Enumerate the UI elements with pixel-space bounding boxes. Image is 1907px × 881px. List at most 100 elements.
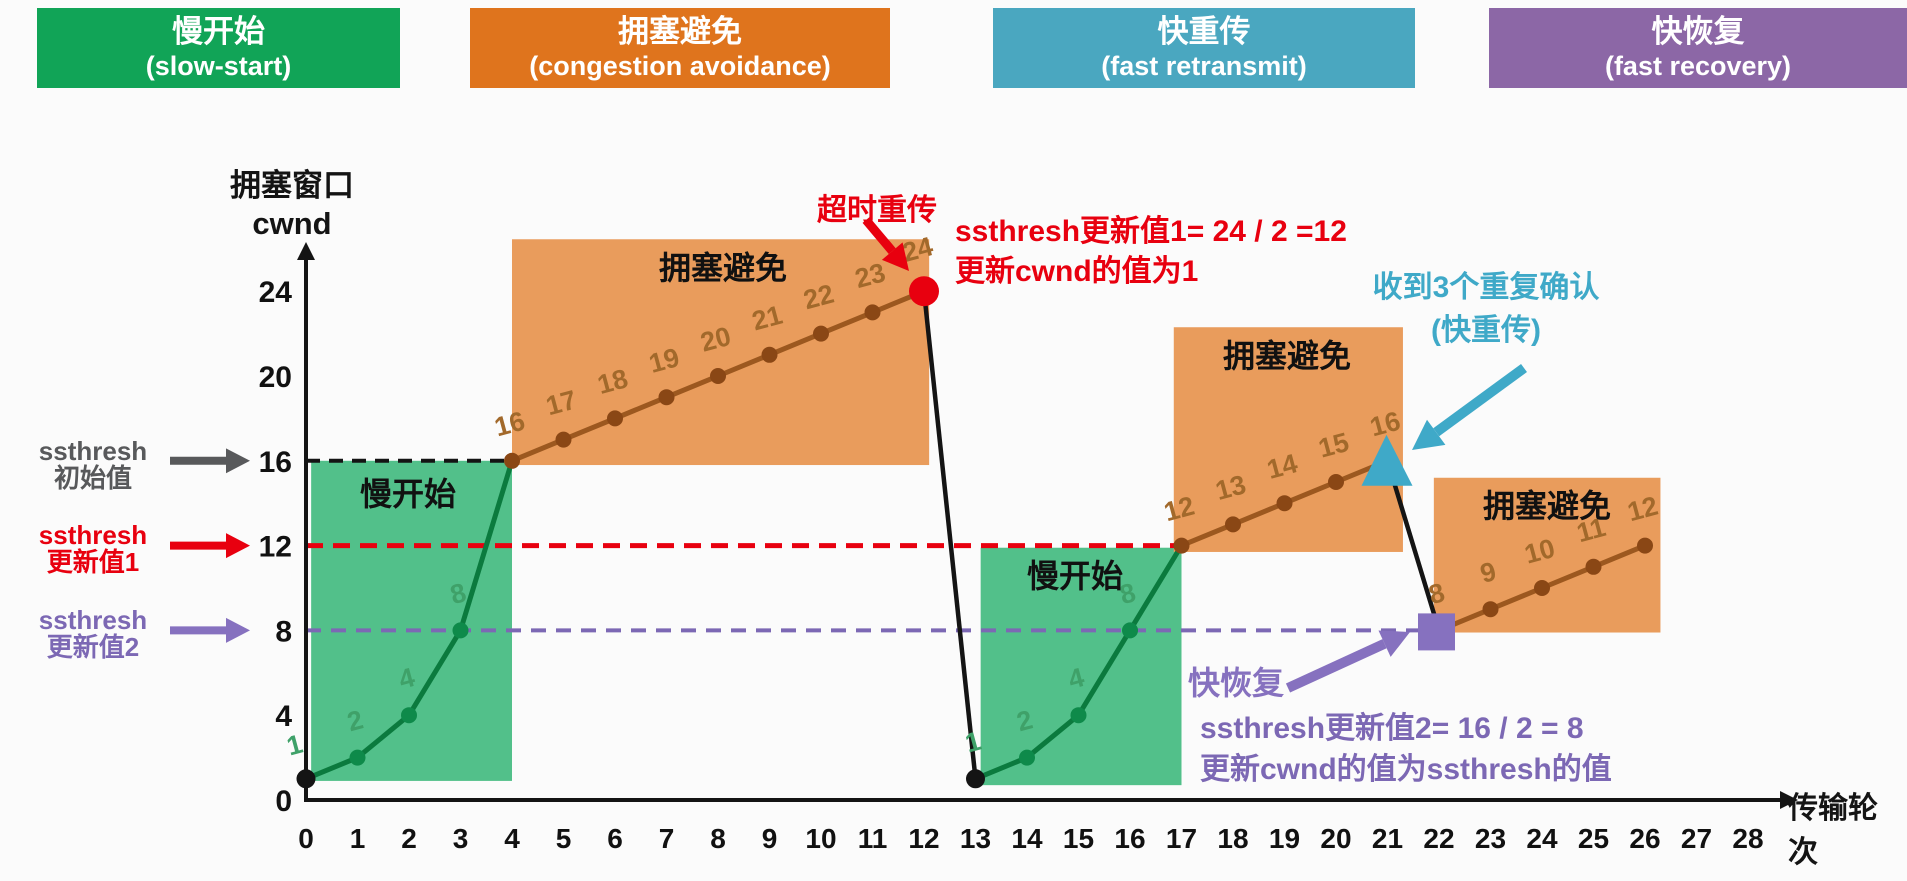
x-tick-label-19: 19 (1269, 823, 1300, 854)
ssthresh-arrow-0-head (226, 448, 250, 474)
point-dot-11-23 (864, 304, 881, 321)
x-tick-label-6: 6 (607, 823, 623, 854)
x-tick-label-21: 21 (1372, 823, 1403, 854)
point-label-2-4: 4 (396, 662, 418, 695)
phase-header-title: 快恢复 (1651, 14, 1745, 50)
x-tick-label-1: 1 (350, 823, 366, 854)
point-dot-14-2 (1019, 749, 1035, 766)
point-dot-9-21 (761, 346, 778, 363)
region-label-congestion-avoidance-3: 拥塞避免 (1482, 488, 1612, 524)
region-label-slow-start-2: 慢开始 (1026, 558, 1124, 594)
x-tick-label-17: 17 (1166, 823, 1197, 854)
y-tick-label-12: 12 (259, 531, 292, 564)
point-dot-1-2 (349, 749, 366, 766)
point-dot-4-16 (504, 452, 520, 469)
y-tick-label-20: 20 (259, 361, 292, 394)
phase-header-title: 拥塞避免 (618, 14, 742, 50)
duplicate-ack-annotation-line1: 收到3个重复确认 (1372, 271, 1600, 304)
x-axis-title: 传输轮次 (1788, 792, 1878, 869)
x-tick-label-27: 27 (1681, 823, 1712, 854)
phase-header-subtitle: (fast retransmit) (1101, 51, 1307, 82)
ssthresh-update1-annotation-line1: ssthresh更新值1= 24 / 2 =12 (955, 215, 1347, 248)
y-tick-label-0: 0 (275, 785, 292, 818)
ssthresh-update1-label-line1: ssthresh (38, 520, 148, 550)
phase-header-title: 快重传 (1157, 14, 1251, 50)
x-tick-label-7: 7 (659, 823, 675, 854)
region-label-congestion-avoidance-2: 拥塞避免 (1222, 338, 1352, 374)
point-dot-3-8 (452, 622, 469, 639)
phase-header-congestion-avoidance: 拥塞避免 (congestion avoidance) (470, 8, 890, 88)
x-tick-label-3: 3 (453, 823, 469, 854)
point-dot-17-12 (1173, 537, 1190, 554)
x-tick-label-15: 15 (1063, 823, 1094, 854)
ssthresh-update2-annotation: ssthresh更新值2= 16 / 2 = 8 更新cwnd的值为ssthre… (1200, 708, 1612, 790)
point-label-23-9: 9 (1477, 556, 1499, 589)
timeout-arrow-head (881, 242, 909, 271)
point-dot-19-14 (1276, 495, 1293, 512)
fast-recovery-arrow-head (1378, 630, 1410, 657)
point-label-13-1: 1 (962, 726, 984, 759)
point-label-16-8: 8 (1117, 577, 1139, 610)
y-axis-title: 拥塞窗口 cwnd (202, 167, 382, 243)
region-congestion-avoidance-3 (1173, 327, 1403, 552)
ssthresh-update2-label-line1: ssthresh (38, 605, 148, 635)
point-dot-15-4 (1070, 707, 1087, 724)
ssthresh-update1-annotation: ssthresh更新值1= 24 / 2 =12 更新cwnd的值为1 (955, 212, 1347, 292)
point-label-0-1: 1 (284, 729, 306, 762)
point-label-14-2: 2 (1014, 704, 1036, 737)
x-tick-label-23: 23 (1475, 823, 1506, 854)
point-label-17-12: 12 (1161, 491, 1198, 528)
y-tick-label-16: 16 (259, 446, 292, 479)
region-congestion-avoidance-1 (512, 239, 930, 466)
ssthresh-initial-label-line2: 初始值 (53, 463, 132, 493)
y-axis-title-line1: 拥塞窗口 (230, 168, 354, 203)
point-label-21-16: 16 (1367, 406, 1404, 443)
point-dot-25-11 (1585, 558, 1602, 575)
point-dot-10-22 (813, 325, 829, 342)
ssthresh-update2-annotation-line1: ssthresh更新值2= 16 / 2 = 8 (1200, 712, 1584, 745)
ssthresh-update1-label: ssthresh 更新值1 (18, 522, 168, 576)
region-slow-start-0 (311, 460, 512, 781)
point-label-3-8: 8 (447, 577, 469, 610)
x-tick-label-9: 9 (762, 823, 778, 854)
ssthresh-update2-label: ssthresh 更新值2 (18, 607, 168, 661)
series-timeout-drop (921, 290, 978, 780)
ssthresh-initial-label-line1: ssthresh (38, 436, 148, 466)
ssthresh-arrow-2-head (226, 617, 250, 643)
phase-header-slow-start: 慢开始 (slow-start) (37, 8, 400, 88)
ssthresh-initial-label: ssthresh 初始值 (18, 438, 168, 492)
point-label-5-17: 17 (543, 385, 580, 422)
x-tick-label-0: 0 (298, 823, 314, 854)
phase-header-fast-recovery: 快恢复 (fast recovery) (1489, 8, 1907, 88)
x-tick-label-22: 22 (1423, 823, 1454, 854)
x-tick-label-16: 16 (1114, 823, 1145, 854)
ssthresh-update1-label-line2: 更新值1 (46, 547, 140, 577)
x-tick-label-8: 8 (710, 823, 726, 854)
duplicate-ack-arrow (1433, 363, 1527, 437)
x-tick-label-18: 18 (1217, 823, 1248, 854)
ssthresh-update2-annotation-line2: 更新cwnd的值为ssthresh的值 (1200, 753, 1612, 786)
x-tick-label-26: 26 (1629, 823, 1660, 854)
x-tick-label-14: 14 (1011, 823, 1043, 854)
point-dot-13-1 (966, 769, 985, 789)
series-fast-recovery-drop (1385, 460, 1442, 632)
ssthresh-arrow-1-head (226, 533, 250, 559)
phase-header-fast-retransmit: 快重传 (fast retransmit) (993, 8, 1415, 88)
ssthresh-update2-label-line2: 更新值2 (46, 632, 140, 662)
region-slow-start-2 (980, 547, 1182, 786)
ssthresh-update1-annotation-line2: 更新cwnd的值为1 (955, 255, 1199, 288)
x-tick-label-11: 11 (858, 823, 888, 854)
x-tick-label-28: 28 (1732, 823, 1763, 854)
y-axis-arrowhead (297, 242, 315, 260)
y-tick-label-8: 8 (275, 615, 292, 648)
region-label-slow-start-1: 慢开始 (359, 476, 457, 512)
point-label-15-4: 4 (1065, 662, 1087, 695)
timeout-marker-dot (909, 276, 939, 307)
y-tick-label-4: 4 (275, 700, 292, 733)
duplicate-ack-annotation-line2: (快重传) (1431, 314, 1541, 347)
timeout-arrow (862, 217, 896, 255)
point-dot-23-9 (1482, 601, 1499, 618)
fast-recovery-square (1418, 613, 1455, 651)
